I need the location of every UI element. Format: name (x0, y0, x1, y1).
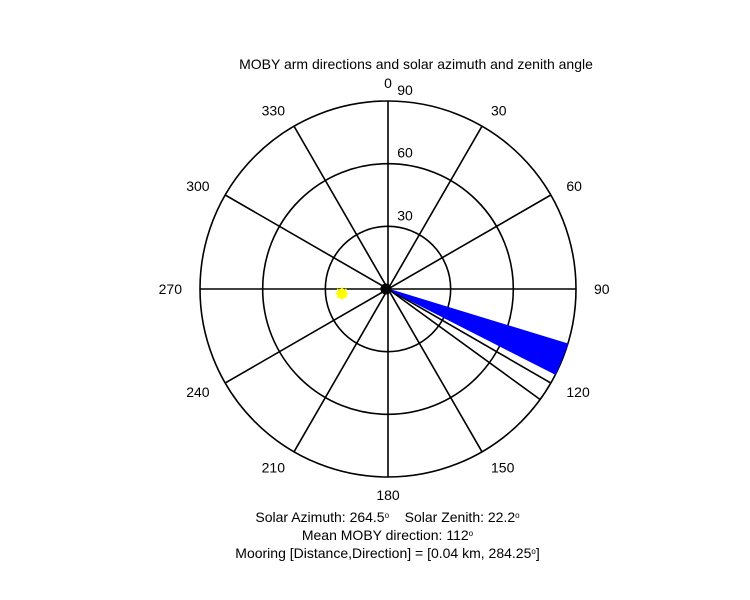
moby-arm-line (387, 288, 541, 401)
mean-direction-value: 112 (446, 527, 469, 543)
azimuth-tick-label: 210 (262, 459, 286, 475)
azimuth-tick-label: 270 (159, 281, 183, 297)
azimuth-tick-label: 60 (566, 178, 582, 194)
azimuth-tick-label: 150 (491, 459, 515, 475)
degree-sign: o (515, 511, 520, 520)
mooring-marker (380, 283, 392, 295)
azimuth-tick-label: 0 (384, 75, 392, 91)
chart-marks (335, 283, 569, 401)
degree-sign: o (468, 529, 474, 538)
mean-direction-line: Mean MOBY direction: 112o (0, 525, 750, 544)
azimuth-tick-label: 330 (262, 103, 286, 119)
chart-title: MOBY arm directions and solar azimuth an… (239, 56, 593, 72)
solar-info-line: Solar Azimuth: 264.5o Solar Zenith: 22.2… (0, 507, 750, 526)
mean-direction-label: Mean MOBY direction: (301, 527, 443, 543)
azimuth-tick-label: 300 (186, 178, 210, 194)
mooring-text: Mooring [Distance,Direction] = [0.04 km,… (235, 545, 532, 561)
mooring-line: Mooring [Distance,Direction] = [0.04 km,… (0, 543, 750, 562)
sun-ray (336, 292, 343, 299)
solar-zenith-label: Solar Zenith: (404, 509, 484, 525)
azimuth-tick-label: 90 (594, 281, 610, 297)
azimuth-tick-label: 30 (491, 103, 507, 119)
degree-sign: o (531, 547, 536, 556)
zenith-tick-label: 60 (397, 145, 413, 161)
azimuth-tick-label: 240 (186, 384, 210, 400)
sun-ray (341, 292, 347, 299)
solar-azimuth-value: 264.5 (349, 509, 385, 525)
moby-arm-sector (387, 288, 569, 376)
zenith-tick-label: 30 (397, 207, 413, 223)
solar-zenith-value: 22.2 (487, 509, 516, 525)
tick-labels: 0 30 60 90 120 150 180 210 240 270 300 330 30 60 90 (159, 75, 610, 503)
azimuth-tick-label: 180 (376, 487, 400, 503)
solar-azimuth-label: Solar Azimuth: (255, 509, 346, 525)
sun-ray (341, 288, 347, 294)
degree-sign: o (384, 511, 390, 520)
sun-ray (336, 288, 343, 294)
zenith-tick-label: 90 (397, 82, 413, 98)
mooring-close: ] (535, 545, 540, 561)
azimuth-tick-label: 120 (566, 384, 590, 400)
